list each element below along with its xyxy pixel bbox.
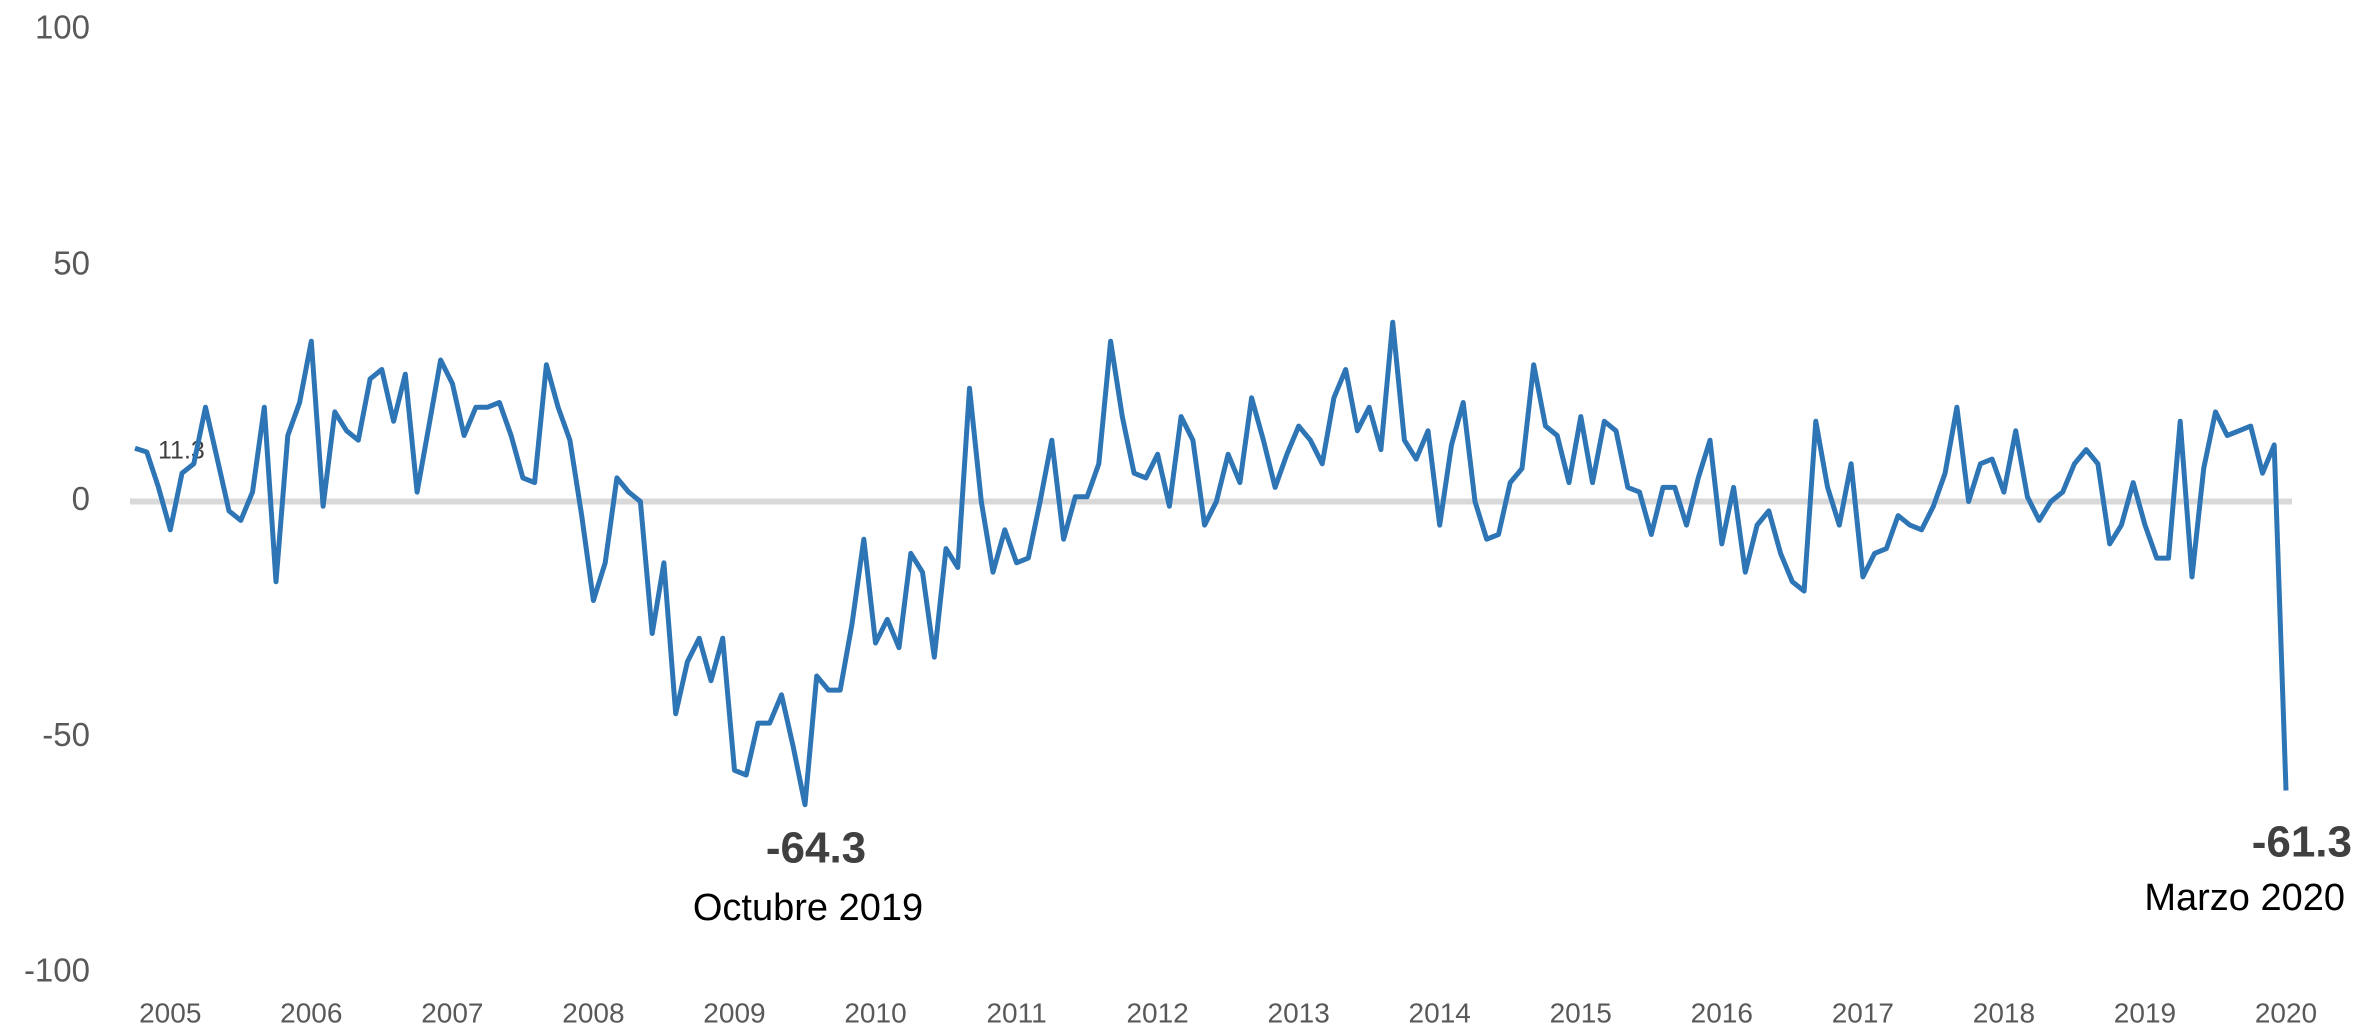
x-tick-label: 2009 <box>703 997 765 1028</box>
y-tick-label: 100 <box>35 9 90 46</box>
x-tick-label: 2008 <box>562 997 624 1028</box>
x-tick-label: 2012 <box>1126 997 1188 1028</box>
x-tick-label: 2015 <box>1550 997 1612 1028</box>
x-tick-label: 2013 <box>1268 997 1330 1028</box>
x-tick-label: 2011 <box>986 997 1046 1028</box>
min-value-label: -64.3 <box>766 824 866 873</box>
x-tick-label: 2020 <box>2255 997 2317 1028</box>
x-tick-label: 2014 <box>1409 997 1471 1028</box>
annotation: Octubre 2019 <box>693 887 923 929</box>
y-tick-label: -50 <box>42 716 90 753</box>
x-tick-label: 2018 <box>1973 997 2035 1028</box>
x-tick-label: 2017 <box>1832 997 1894 1028</box>
x-tick-label: 2010 <box>844 997 906 1028</box>
y-tick-label: -100 <box>24 952 90 989</box>
x-tick-label: 2007 <box>421 997 483 1028</box>
x-tick-label: 2005 <box>139 997 201 1028</box>
y-tick-label: 50 <box>53 244 90 281</box>
last-value-label: -61.3 <box>2252 818 2352 867</box>
x-tick-label: 2016 <box>1691 997 1753 1028</box>
y-tick-label: 0 <box>72 480 90 517</box>
annotation: Marzo 2020 <box>2144 877 2345 919</box>
x-tick-label: 2006 <box>280 997 342 1028</box>
x-tick-label: 2019 <box>2114 997 2176 1028</box>
data-line <box>134 319 2289 808</box>
